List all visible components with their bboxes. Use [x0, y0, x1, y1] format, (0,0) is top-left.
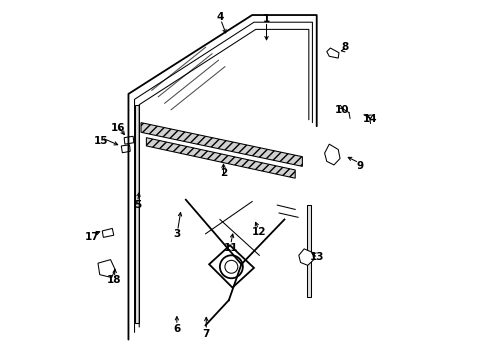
Polygon shape [135, 105, 139, 323]
Text: 5: 5 [134, 200, 141, 210]
Polygon shape [102, 228, 114, 237]
Text: 9: 9 [356, 161, 363, 171]
Text: 6: 6 [173, 324, 180, 334]
Polygon shape [324, 144, 340, 165]
Polygon shape [209, 245, 254, 288]
Text: 14: 14 [363, 114, 378, 124]
Text: 8: 8 [342, 42, 349, 52]
Text: 1: 1 [263, 14, 270, 24]
Text: 18: 18 [107, 275, 122, 285]
Polygon shape [124, 136, 134, 144]
Polygon shape [307, 205, 311, 297]
Text: 10: 10 [335, 105, 349, 115]
Circle shape [220, 255, 243, 278]
Polygon shape [141, 123, 302, 166]
Text: 15: 15 [94, 136, 109, 145]
Text: 12: 12 [252, 227, 267, 237]
Text: 16: 16 [110, 123, 125, 133]
Text: 2: 2 [220, 168, 227, 178]
Text: 7: 7 [202, 329, 209, 339]
Polygon shape [147, 138, 295, 178]
Text: 3: 3 [173, 229, 180, 239]
Polygon shape [98, 260, 115, 278]
Polygon shape [327, 48, 339, 58]
Text: 4: 4 [216, 12, 223, 22]
Polygon shape [122, 145, 130, 153]
Text: 13: 13 [310, 252, 324, 262]
Text: 11: 11 [223, 243, 238, 253]
Polygon shape [299, 249, 314, 265]
Text: 17: 17 [85, 232, 100, 242]
